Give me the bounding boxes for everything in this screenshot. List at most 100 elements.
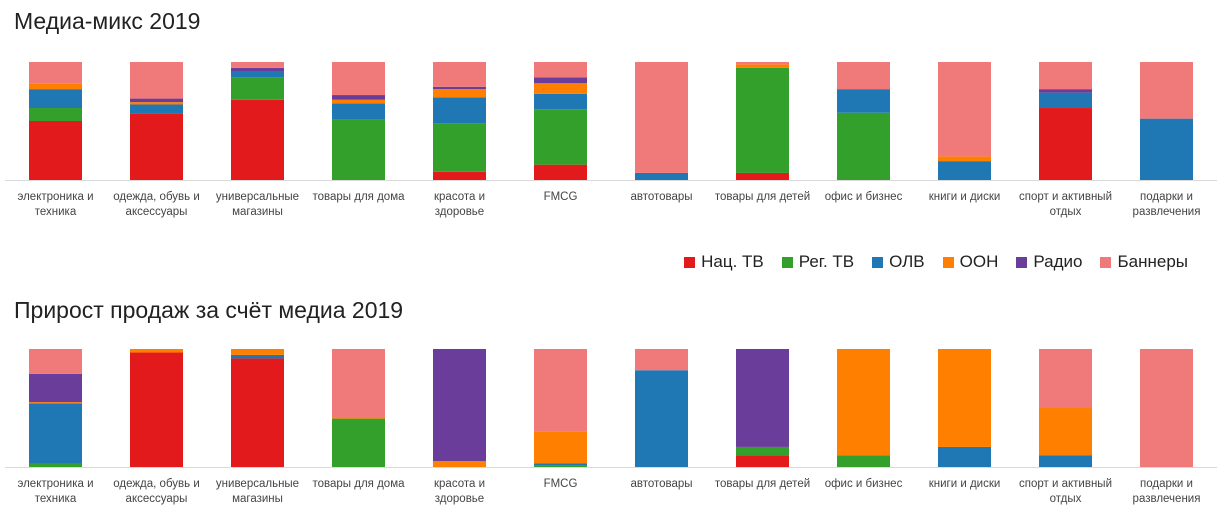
category-label: электроника и техника — [17, 478, 93, 505]
bar-segment — [130, 349, 183, 353]
legend-item: Рег. ТВ — [781, 252, 854, 272]
category-label: спорт и активный отдых — [1019, 478, 1112, 505]
category-label: одежда, обувь и аксессуары — [113, 191, 200, 218]
category-label: товары для детей — [715, 478, 810, 490]
legend-label: ОЛВ — [889, 252, 925, 271]
bar-segment — [736, 62, 789, 65]
bar-segment — [332, 417, 385, 419]
bar-segment — [433, 123, 486, 172]
bar-segment — [837, 455, 890, 467]
category-label: электроника и техника — [17, 191, 93, 218]
bar-segment — [29, 349, 82, 374]
bar-segment — [433, 171, 486, 180]
bar-segment — [837, 89, 890, 113]
category-label: книги и диски — [929, 478, 1001, 490]
category-label: подарки и развлечения — [1133, 478, 1201, 505]
bar-segment — [29, 373, 82, 403]
bar-segment — [130, 352, 183, 467]
legend-item: ОЛВ — [872, 252, 925, 272]
bar-segment — [837, 112, 890, 180]
category-label: товары для дома — [312, 191, 405, 203]
bar-segment — [231, 71, 284, 78]
bar-segment — [1039, 408, 1092, 456]
bar-segment — [534, 463, 587, 466]
legend-swatch — [1100, 256, 1112, 268]
bar-segment — [534, 431, 587, 464]
bar-segment — [736, 455, 789, 467]
bar-segment — [534, 93, 587, 110]
bar-segment — [231, 354, 284, 359]
category-label: одежда, обувь и аксессуары — [113, 478, 200, 505]
legend-swatch — [781, 256, 793, 268]
bar-segment — [29, 121, 82, 180]
category-label: автотовары — [630, 478, 692, 490]
bar-segment — [1140, 118, 1193, 180]
bar-segment — [130, 104, 183, 114]
bar-segment — [1039, 92, 1092, 109]
bar-segment — [635, 370, 688, 467]
category-label: товары для дома — [312, 478, 405, 490]
legend-label: ООН — [959, 252, 999, 271]
bar-segment — [1140, 349, 1193, 467]
bar-segment — [433, 461, 486, 467]
legend-swatch — [684, 256, 696, 268]
bar-segment — [130, 102, 183, 105]
bar-segment — [332, 103, 385, 120]
category-label: спорт и активный отдых — [1019, 191, 1112, 218]
bar-segment — [130, 113, 183, 180]
bar-segment — [736, 67, 789, 173]
legend-item: Нац. ТВ — [684, 252, 764, 272]
bar-segment — [130, 98, 183, 103]
bar-segment — [1039, 89, 1092, 93]
bar-segment — [29, 83, 82, 90]
bar-segment — [29, 463, 82, 467]
bar-segment — [332, 349, 385, 418]
bar-segment — [231, 99, 284, 180]
bar-segment — [736, 64, 789, 68]
bar-segment — [938, 446, 991, 467]
bar-segment — [433, 86, 486, 90]
bar-segment — [332, 99, 385, 104]
chart-title-media-mix: Медиа-микс 2019 — [14, 8, 201, 34]
bar-segment — [1039, 62, 1092, 90]
legend-label: Радио — [1033, 252, 1083, 271]
legend: Нац. ТВ Рег. ТВ ОЛВ ООН Радио Баннеры — [684, 252, 1188, 272]
bar-segment — [1039, 455, 1092, 467]
bar-segment — [534, 77, 587, 84]
category-label: офис и бизнес — [825, 191, 903, 203]
legend-label: Нац. ТВ — [701, 252, 764, 271]
bar-segment — [736, 349, 789, 447]
bar-segment — [635, 62, 688, 173]
bar-segment — [534, 465, 587, 467]
bar-segment — [29, 89, 82, 109]
bar-segment — [433, 89, 486, 98]
bar-segment — [938, 349, 991, 447]
legend-swatch — [1016, 256, 1028, 268]
legend-item: ООН — [942, 252, 999, 272]
category-label: универсальные магазины — [216, 191, 299, 218]
bar-segment — [635, 172, 688, 180]
bar-segment — [433, 97, 486, 124]
bar-segment — [938, 62, 991, 157]
bar-segment — [534, 349, 587, 432]
chart-title-sales-uplift: Прирост продаж за счёт медиа 2019 — [14, 297, 404, 323]
bar-segment — [231, 62, 284, 68]
category-label: FMCG — [544, 478, 578, 490]
bar-segment — [534, 62, 587, 78]
category-label: товары для детей — [715, 191, 810, 203]
category-label: книги и диски — [929, 191, 1001, 203]
bar-segment — [1039, 349, 1092, 408]
bar-segment — [29, 108, 82, 121]
bar-segment — [534, 109, 587, 165]
category-label: автотовары — [630, 191, 692, 203]
bar-segment — [736, 446, 789, 456]
bar-segment — [332, 62, 385, 96]
bar-segment — [1140, 62, 1193, 119]
category-label: FMCG — [544, 191, 578, 203]
bar-segment — [736, 172, 789, 180]
bar-segment — [433, 349, 486, 462]
bar-segment — [837, 349, 890, 456]
bar-segment — [130, 62, 183, 99]
bar-segment — [231, 349, 284, 355]
category-label: красота и здоровье — [434, 478, 485, 505]
